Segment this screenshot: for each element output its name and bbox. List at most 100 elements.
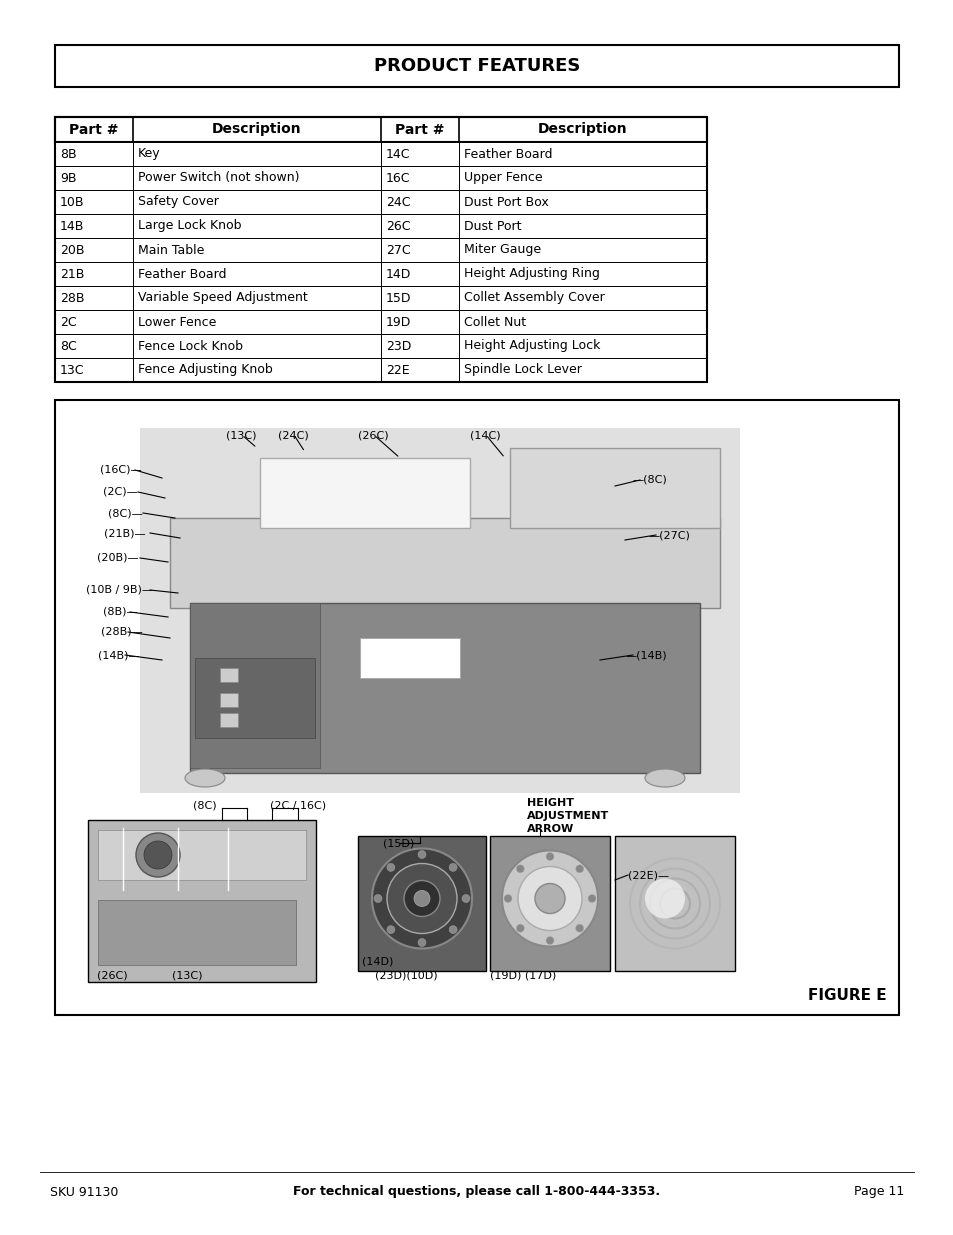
- Bar: [615, 836, 734, 971]
- Text: HEIGHT: HEIGHT: [526, 798, 574, 808]
- Text: Part #: Part #: [395, 122, 444, 137]
- Bar: [55, 214, 706, 238]
- Circle shape: [587, 894, 596, 903]
- Text: FIGURE E: FIGURE E: [807, 988, 886, 1003]
- Text: Height Adjusting Ring: Height Adjusting Ring: [463, 268, 599, 280]
- Text: ARROW: ARROW: [526, 824, 574, 834]
- Bar: [98, 900, 295, 965]
- Circle shape: [516, 924, 524, 932]
- Bar: [490, 836, 609, 971]
- Bar: [55, 262, 706, 287]
- Text: (14B)—: (14B)—: [98, 650, 139, 659]
- Polygon shape: [190, 603, 700, 773]
- Text: —(27C): —(27C): [647, 530, 689, 540]
- Bar: [140, 429, 740, 793]
- Bar: [55, 44, 898, 86]
- Bar: [98, 830, 306, 881]
- Bar: [55, 400, 898, 1015]
- Bar: [55, 142, 706, 165]
- Text: (26C): (26C): [357, 430, 388, 440]
- Text: Spindle Lock Lever: Spindle Lock Lever: [463, 363, 581, 377]
- Text: 21B: 21B: [60, 268, 84, 280]
- Circle shape: [387, 863, 456, 934]
- Bar: [55, 238, 706, 262]
- Text: (20B)—: (20B)—: [97, 553, 138, 563]
- Circle shape: [501, 851, 598, 946]
- Text: (21B)—: (21B)—: [104, 529, 146, 538]
- Text: 16C: 16C: [386, 172, 410, 184]
- Text: 28B: 28B: [60, 291, 85, 305]
- Bar: [190, 603, 319, 768]
- Text: 15D: 15D: [386, 291, 411, 305]
- Ellipse shape: [185, 769, 225, 787]
- Text: Fence Adjusting Knob: Fence Adjusting Knob: [138, 363, 273, 377]
- Polygon shape: [260, 458, 470, 529]
- Text: 8B: 8B: [60, 147, 76, 161]
- Text: (10B / 9B)—: (10B / 9B)—: [86, 585, 152, 595]
- Text: 8C: 8C: [60, 340, 76, 352]
- Text: (8B)—: (8B)—: [103, 606, 137, 618]
- Circle shape: [414, 890, 430, 906]
- Circle shape: [403, 881, 439, 916]
- Bar: [55, 117, 706, 382]
- Text: Large Lock Knob: Large Lock Knob: [138, 220, 241, 232]
- Text: Description: Description: [212, 122, 301, 137]
- Text: 24C: 24C: [386, 195, 410, 209]
- Text: 10B: 10B: [60, 195, 85, 209]
- Text: Dust Port Box: Dust Port Box: [463, 195, 548, 209]
- Circle shape: [449, 863, 456, 872]
- Text: Collet Assembly Cover: Collet Assembly Cover: [463, 291, 604, 305]
- Text: 14D: 14D: [386, 268, 411, 280]
- Text: 2C: 2C: [60, 315, 76, 329]
- Circle shape: [545, 936, 554, 945]
- Text: Variable Speed Adjustment: Variable Speed Adjustment: [138, 291, 308, 305]
- Text: Height Adjusting Lock: Height Adjusting Lock: [463, 340, 599, 352]
- Text: Part #: Part #: [70, 122, 118, 137]
- Text: (13C): (13C): [172, 969, 202, 981]
- Text: For technical questions, please call 1-800-444-3353.: For technical questions, please call 1-8…: [294, 1186, 659, 1198]
- Text: Upper Fence: Upper Fence: [463, 172, 542, 184]
- Text: (26C): (26C): [97, 969, 128, 981]
- Text: Collet Nut: Collet Nut: [463, 315, 525, 329]
- Text: Miter Gauge: Miter Gauge: [463, 243, 540, 257]
- Circle shape: [417, 851, 426, 858]
- Circle shape: [387, 863, 395, 872]
- Text: PRODUCT FEATURES: PRODUCT FEATURES: [374, 57, 579, 75]
- Text: (14C): (14C): [470, 430, 500, 440]
- Text: Feather Board: Feather Board: [138, 268, 226, 280]
- Bar: [220, 713, 237, 727]
- Text: (2C)—: (2C)—: [103, 487, 137, 496]
- Bar: [88, 820, 315, 982]
- Bar: [359, 638, 459, 678]
- Text: Safety Cover: Safety Cover: [138, 195, 218, 209]
- Text: (2C / 16C): (2C / 16C): [270, 802, 326, 811]
- Text: 22E: 22E: [386, 363, 409, 377]
- Circle shape: [516, 864, 524, 873]
- Circle shape: [575, 864, 583, 873]
- Text: Feather Board: Feather Board: [463, 147, 552, 161]
- Text: 19D: 19D: [386, 315, 411, 329]
- Circle shape: [517, 867, 581, 930]
- Bar: [357, 836, 485, 971]
- Text: Page 11: Page 11: [853, 1186, 903, 1198]
- Circle shape: [417, 939, 426, 946]
- Text: 27C: 27C: [386, 243, 410, 257]
- Text: Power Switch (not shown): Power Switch (not shown): [138, 172, 299, 184]
- Text: (8C): (8C): [193, 802, 216, 811]
- Text: Main Table: Main Table: [138, 243, 204, 257]
- Text: Dust Port: Dust Port: [463, 220, 521, 232]
- Bar: [220, 693, 237, 706]
- Circle shape: [144, 841, 172, 869]
- Circle shape: [545, 852, 554, 861]
- Bar: [220, 668, 237, 682]
- Bar: [55, 117, 706, 142]
- Circle shape: [644, 878, 684, 919]
- Text: SKU 91130: SKU 91130: [50, 1186, 118, 1198]
- Text: Description: Description: [537, 122, 627, 137]
- Circle shape: [372, 848, 472, 948]
- Circle shape: [461, 894, 470, 903]
- Text: (24C): (24C): [277, 430, 309, 440]
- Text: (13C): (13C): [226, 430, 256, 440]
- Circle shape: [575, 924, 583, 932]
- Bar: [55, 333, 706, 358]
